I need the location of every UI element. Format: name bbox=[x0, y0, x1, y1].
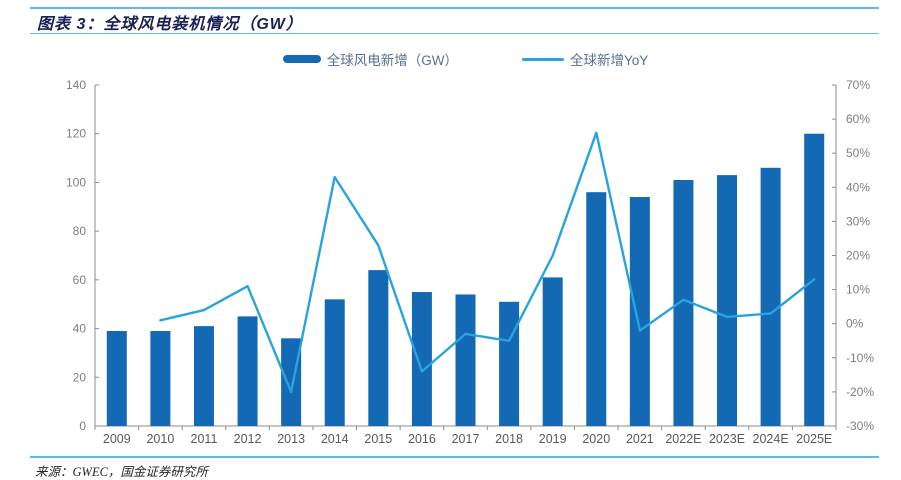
x-label-2020: 2020 bbox=[582, 432, 610, 446]
bar-2013 bbox=[281, 338, 302, 426]
bar-2018 bbox=[499, 301, 520, 426]
bar-2009 bbox=[106, 331, 127, 426]
chart-legend: 全球风电新增（GW） 全球新增YoY bbox=[95, 49, 836, 69]
bar-2014 bbox=[324, 299, 345, 426]
right-tick-label: 20% bbox=[846, 249, 870, 263]
right-tick-label: -30% bbox=[846, 419, 874, 433]
x-label-2022E: 2022E bbox=[665, 432, 701, 446]
x-label-2015: 2015 bbox=[364, 432, 392, 446]
right-tick-label: 50% bbox=[846, 146, 870, 160]
x-label-2017: 2017 bbox=[452, 432, 480, 446]
bar-2022E bbox=[673, 179, 694, 426]
legend-item-yoy: 全球新增YoY bbox=[521, 49, 649, 69]
x-label-2025E: 2025E bbox=[796, 432, 832, 446]
bar-2023E bbox=[717, 175, 738, 426]
legend-label: 全球新增YoY bbox=[569, 53, 649, 68]
chart-title: 图表 3：全球风电装机情况（GW） bbox=[37, 16, 303, 33]
bar-2017 bbox=[455, 294, 476, 426]
x-label-2011: 2011 bbox=[191, 432, 218, 446]
left-tick-label: 40 bbox=[73, 322, 87, 336]
bar-2010 bbox=[150, 331, 171, 426]
right-tick-label: 60% bbox=[846, 112, 870, 126]
footer-rule bbox=[30, 456, 879, 458]
right-tick-label: -10% bbox=[846, 351, 874, 365]
wind-installs-combo-chart: 0 20 40 60 80 100 120 140 -30% -20% -10% 0% 10% 20% 30… bbox=[66, 78, 874, 446]
right-tick-label: 0% bbox=[846, 317, 864, 331]
x-label-2019: 2019 bbox=[539, 432, 567, 446]
bar-2019 bbox=[542, 277, 563, 426]
x-label-2009: 2009 bbox=[103, 432, 131, 446]
chart-area: 0 20 40 60 80 100 120 140 -30% -20% -10% 0% 10% 20% 30… bbox=[0, 72, 901, 450]
left-tick-label: 120 bbox=[66, 127, 86, 141]
x-label-2013: 2013 bbox=[277, 432, 305, 446]
x-label-2016: 2016 bbox=[408, 432, 436, 446]
left-tick-label: 20 bbox=[73, 370, 87, 384]
bar-2021 bbox=[629, 197, 650, 426]
title-underline-rule bbox=[30, 33, 879, 34]
bar-2020 bbox=[586, 192, 607, 426]
bar-2011 bbox=[193, 326, 214, 426]
yoy-line bbox=[159, 131, 816, 394]
x-label-2023E: 2023E bbox=[709, 432, 745, 446]
x-label-2024E: 2024E bbox=[753, 432, 789, 446]
left-tick-label: 80 bbox=[73, 224, 87, 238]
x-label-2021: 2021 bbox=[626, 432, 654, 446]
right-tick-label: 40% bbox=[846, 180, 870, 194]
bar-2012 bbox=[237, 316, 258, 426]
left-tick-label: 0 bbox=[79, 419, 86, 433]
line-series-swatch bbox=[521, 57, 564, 61]
x-label-2014: 2014 bbox=[321, 432, 349, 446]
bar-2024E bbox=[760, 167, 781, 427]
right-tick-label: 70% bbox=[846, 78, 870, 92]
left-tick-label: 100 bbox=[66, 175, 86, 189]
right-tick-label: 30% bbox=[846, 214, 870, 228]
left-tick-label: 60 bbox=[73, 273, 87, 287]
right-tick-label: 10% bbox=[846, 283, 870, 297]
bar-series-swatch bbox=[282, 55, 321, 63]
source-note: 来源：GWEC，国金证券研究所 bbox=[35, 465, 208, 479]
top-rule bbox=[30, 7, 879, 9]
left-tick-label: 140 bbox=[66, 78, 86, 92]
bar-2016 bbox=[411, 292, 432, 426]
x-label-2012: 2012 bbox=[234, 432, 262, 446]
x-label-2010: 2010 bbox=[146, 432, 174, 446]
legend-item-installs: 全球风电新增（GW） bbox=[282, 49, 458, 69]
right-tick-label: -20% bbox=[846, 385, 874, 399]
legend-label: 全球风电新增（GW） bbox=[326, 53, 458, 68]
bar-2015 bbox=[368, 270, 389, 426]
x-label-2018: 2018 bbox=[495, 432, 523, 446]
